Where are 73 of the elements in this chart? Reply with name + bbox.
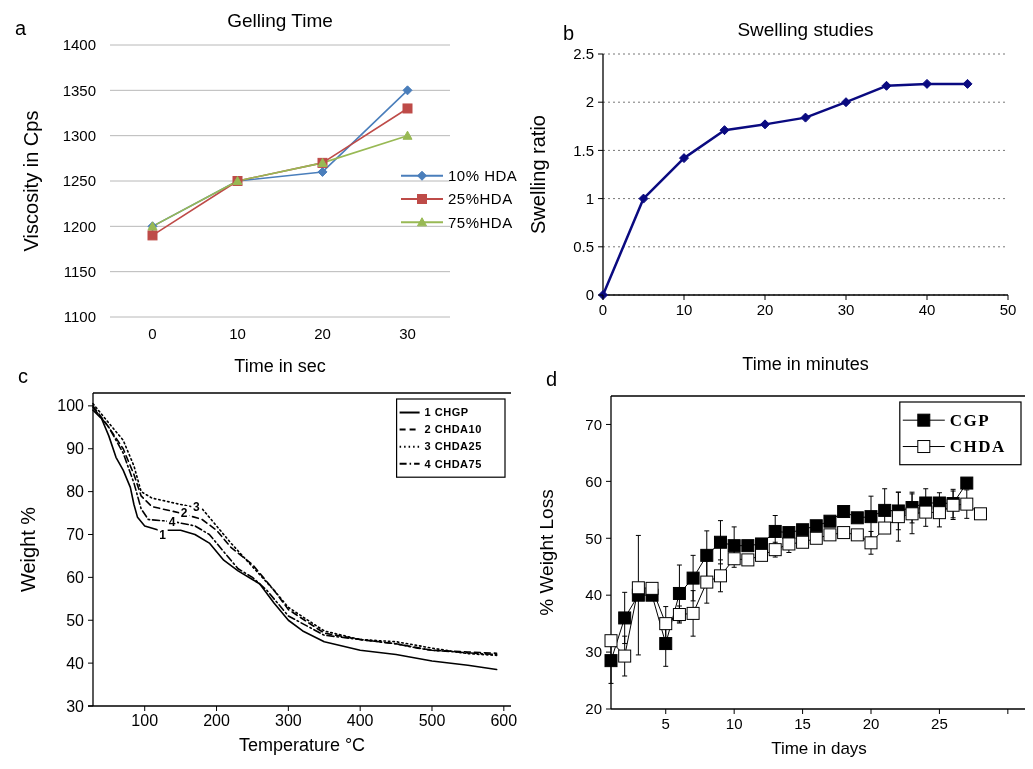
annotation: 3 <box>193 499 201 514</box>
y-tick-label: 20 <box>585 700 602 718</box>
legend-label: 1 CHGP <box>424 406 469 419</box>
x-tick-label: 300 <box>275 712 302 729</box>
y-tick-label: 1300 <box>62 126 96 144</box>
x-tick-label: 5 <box>661 715 670 732</box>
y-axis-title: Swelling ratio <box>527 115 549 234</box>
y-tick-label: 60 <box>585 472 602 490</box>
y-tick-label: 1350 <box>62 81 96 99</box>
legend-label: CHDA <box>949 437 1006 457</box>
x-tick-label: 600 <box>490 712 518 729</box>
y-tick-label: 40 <box>66 654 85 672</box>
x-tick-label: 400 <box>346 712 374 729</box>
x-tick-label: 100 <box>131 712 159 729</box>
text: d <box>546 368 558 390</box>
x-tick-label: 200 <box>203 712 230 729</box>
x-tick-label: 20 <box>756 301 774 318</box>
y-tick-label: 1100 <box>63 308 96 326</box>
x-axis-title: Time in days <box>771 739 867 758</box>
text: b <box>563 22 575 44</box>
y-tick-label: 0.5 <box>573 238 594 256</box>
y-axis-title: % Weight Loss <box>536 489 557 616</box>
x-tick-label: 40 <box>918 301 936 318</box>
legend-label: 3 CHDA25 <box>424 440 482 453</box>
y-tick-label: 50 <box>66 611 85 629</box>
text: a <box>15 17 27 39</box>
y-axis-title: Weight % <box>17 506 39 593</box>
chart-title: Gelling Time <box>227 10 333 31</box>
legend-label: 2 CHDA10 <box>424 423 482 436</box>
x-tick-label: 20 <box>862 715 880 732</box>
y-tick-label: 0 <box>585 286 594 304</box>
y-tick-label: 60 <box>66 568 85 586</box>
y-tick-label: 90 <box>66 440 85 458</box>
x-tick-label: 20 <box>314 325 331 342</box>
x-tick-label: 500 <box>418 712 446 729</box>
legend-label: 10% HDA <box>448 167 518 184</box>
x-tick-label: 10 <box>725 715 743 732</box>
y-tick-label: 80 <box>66 483 85 501</box>
x-tick-label: 30 <box>837 301 855 318</box>
legend-label: CGP <box>949 411 991 431</box>
y-tick-label: 2 <box>585 93 594 111</box>
annotation: 1 <box>159 527 167 542</box>
y-tick-label: 70 <box>66 526 85 544</box>
y-tick-label: 30 <box>585 643 602 661</box>
x-axis-title: Time in sec <box>234 356 326 376</box>
x-tick-label: 10 <box>675 301 693 318</box>
x-axis-title: Temperature °C <box>238 735 366 755</box>
x-axis-title: Time in minutes <box>742 354 869 374</box>
x-tick-label: 0 <box>148 325 157 342</box>
y-tick-label: 30 <box>66 697 85 715</box>
chart-title: Swelling studies <box>737 19 874 40</box>
y-tick-label: 40 <box>585 586 602 604</box>
y-tick-label: 1200 <box>62 217 96 235</box>
annotation: 2 <box>180 506 188 521</box>
y-tick-label: 2.5 <box>573 45 594 63</box>
x-tick-label: 50 <box>999 301 1017 318</box>
x-tick-label: 25 <box>931 715 948 732</box>
y-tick-label: 1400 <box>62 36 96 54</box>
y-tick-label: 70 <box>585 415 602 433</box>
y-axis-title: Viscosity in Cps <box>20 110 42 252</box>
x-tick-label: 30 <box>399 325 416 342</box>
y-tick-label: 1.5 <box>573 141 594 159</box>
legend-label: 75%HDA <box>448 213 513 231</box>
y-tick-label: 1 <box>585 189 594 207</box>
legend-label: 25%HDA <box>448 190 513 208</box>
x-tick-label: 15 <box>794 715 811 732</box>
legend-label: 4 CHDA75 <box>424 457 482 470</box>
x-tick-label: 10 <box>229 325 246 342</box>
y-tick-label: 100 <box>57 397 85 415</box>
y-tick-label: 50 <box>585 529 602 547</box>
text: c <box>18 365 28 387</box>
y-tick-label: 1250 <box>62 172 96 190</box>
y-tick-label: 1150 <box>63 262 96 280</box>
